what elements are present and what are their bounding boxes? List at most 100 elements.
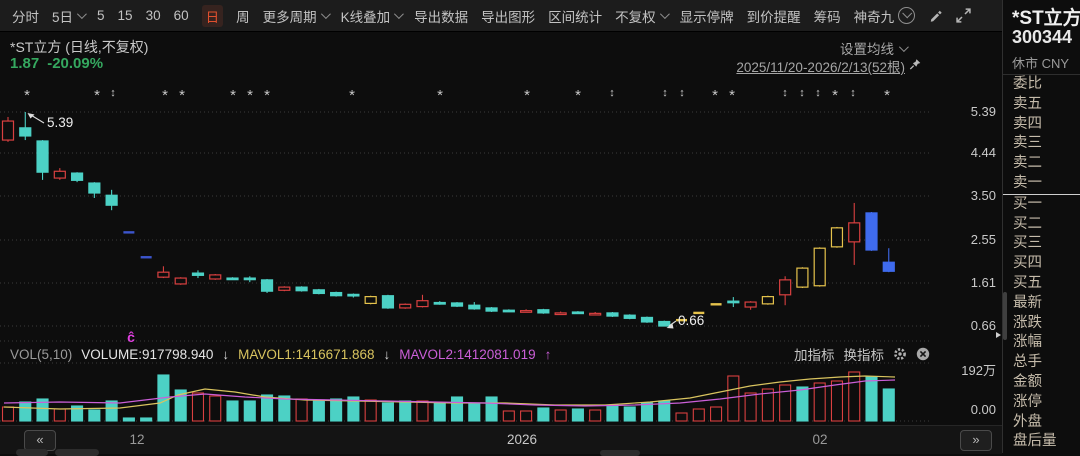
candle-body[interactable] [278, 286, 291, 291]
announcement-marker-icon[interactable]: * [349, 87, 355, 104]
pin-icon[interactable] [909, 58, 922, 74]
candle-body[interactable] [606, 312, 619, 317]
announcement-marker-icon[interactable]: * [162, 87, 168, 104]
volume-bar[interactable] [606, 404, 619, 422]
volume-bar[interactable] [571, 408, 584, 422]
switch-indicator-button[interactable]: 换指标 [843, 348, 885, 363]
event-arrows-marker-icon[interactable]: ↕ [799, 87, 805, 99]
volume-bar[interactable] [554, 409, 567, 422]
volume-bar[interactable] [485, 396, 498, 422]
candle-body[interactable] [209, 274, 222, 280]
volume-bar[interactable] [295, 398, 308, 422]
toolbar-item-15min[interactable]: 15 [118, 8, 133, 23]
volume-bar[interactable] [105, 400, 118, 422]
volume-bar[interactable] [278, 395, 291, 422]
announcement-marker-icon[interactable]: * [247, 87, 253, 104]
volume-bar[interactable] [468, 403, 481, 422]
candle-body[interactable] [640, 316, 654, 323]
toolbar-item-weekly[interactable]: 周 [236, 6, 250, 26]
volume-bar[interactable] [520, 410, 533, 422]
toolbar-item-5min[interactable]: 5 [97, 8, 105, 23]
ma-setting-button[interactable]: 设置均线 [840, 38, 909, 58]
candle-body[interactable] [36, 140, 49, 173]
event-arrows-marker-icon[interactable]: ↕ [110, 87, 116, 99]
toolbar-item-export-image[interactable]: 导出图形 [481, 6, 535, 26]
volume-bar[interactable] [692, 408, 705, 422]
event-arrows-marker-icon[interactable]: ↕ [679, 87, 685, 99]
announcement-marker-icon[interactable]: * [264, 87, 270, 104]
volume-bar[interactable] [727, 375, 740, 422]
volume-bar[interactable] [675, 412, 688, 422]
candle-body[interactable] [260, 279, 274, 292]
announcement-marker-icon[interactable]: * [729, 87, 735, 104]
candle-body[interactable] [882, 261, 895, 272]
add-indicator-button[interactable]: 加指标 [794, 348, 835, 363]
candle-body[interactable] [381, 295, 395, 309]
volume-bar[interactable] [761, 388, 774, 422]
candle-body[interactable] [53, 170, 66, 179]
announcement-marker-icon[interactable]: * [24, 87, 30, 104]
toolbar-item-minute[interactable]: 分时 [12, 6, 39, 26]
candle-body[interactable] [796, 267, 809, 288]
volume-bar[interactable] [140, 417, 153, 422]
volume-bar[interactable] [191, 392, 205, 422]
candle-body[interactable] [157, 271, 170, 278]
toolbar-item-range-stats[interactable]: 区间统计 [548, 6, 602, 26]
candle-body[interactable] [571, 311, 585, 315]
event-arrows-marker-icon[interactable]: ↕ [609, 87, 615, 99]
volume-bar[interactable] [710, 406, 723, 422]
announcement-marker-icon[interactable]: * [884, 87, 890, 104]
volume-bar[interactable] [53, 408, 66, 422]
volume-bar[interactable] [209, 395, 222, 422]
volume-bar[interactable] [88, 409, 101, 422]
candle-body[interactable] [589, 312, 602, 316]
date-range[interactable]: 2025/11/20-2026/2/13(52根) [690, 56, 922, 76]
candle-body[interactable] [848, 222, 861, 243]
scroll-left-button[interactable]: « [24, 430, 56, 451]
toolbar-item-no-adjustment[interactable]: 不复权 [615, 6, 670, 26]
candle-body[interactable] [312, 289, 325, 295]
gear-icon[interactable] [893, 347, 907, 361]
toolbar-item-daily[interactable]: 日 [201, 4, 224, 27]
announcement-marker-icon[interactable]: * [437, 87, 443, 104]
volume-bar[interactable] [433, 402, 446, 422]
volume-bar[interactable] [364, 399, 377, 422]
announcement-marker-icon[interactable]: * [179, 87, 185, 104]
candle-body[interactable] [554, 312, 567, 316]
candle-body[interactable] [658, 320, 671, 327]
volume-bar[interactable] [347, 396, 360, 422]
volume-bar[interactable] [260, 394, 274, 422]
volume-bar[interactable] [623, 406, 636, 422]
announcement-marker-icon[interactable]: * [524, 87, 530, 104]
volume-bar[interactable] [1, 406, 15, 422]
candle-body[interactable] [450, 302, 464, 307]
volume-bar[interactable] [174, 389, 187, 422]
candle-body[interactable] [330, 291, 343, 297]
volume-bar[interactable] [381, 402, 394, 422]
candle-body[interactable] [485, 307, 498, 312]
volume-bar[interactable] [330, 398, 343, 422]
candle-body[interactable] [364, 296, 377, 305]
toolbar-item-show-suspended[interactable]: 显示停牌 [680, 6, 734, 26]
volume-bar[interactable] [450, 396, 464, 422]
volume-bar[interactable] [226, 400, 239, 422]
announcement-marker-icon[interactable]: * [712, 87, 718, 104]
event-arrows-marker-icon[interactable]: ↕ [782, 87, 788, 99]
volume-bar[interactable] [848, 371, 861, 422]
candle-body[interactable] [813, 247, 826, 287]
sidebar-scrollbar[interactable] [1003, 292, 1007, 340]
candle-body[interactable] [243, 277, 256, 281]
candle-body[interactable] [623, 314, 636, 319]
volume-bar[interactable] [830, 380, 844, 422]
volume-bar[interactable] [312, 399, 325, 422]
volume-bar[interactable] [589, 409, 602, 422]
candle-body[interactable] [416, 300, 429, 308]
volume-bar[interactable] [813, 382, 826, 422]
volume-bar[interactable] [399, 400, 412, 422]
volume-bar[interactable] [502, 410, 515, 422]
volume-bar[interactable] [796, 386, 809, 422]
candle-body[interactable] [761, 296, 774, 305]
volume-bar[interactable] [865, 376, 878, 422]
volume-bar[interactable] [640, 402, 654, 422]
announcement-marker-icon[interactable]: * [230, 87, 236, 104]
